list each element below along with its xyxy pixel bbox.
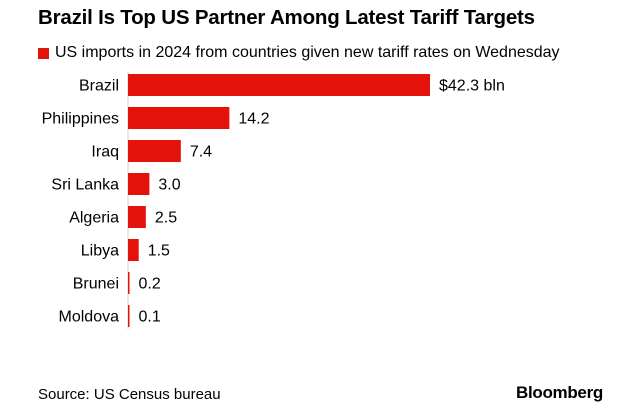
value-label-libya: 1.5 [148, 243, 170, 260]
legend-label: US imports in 2024 from countries given … [55, 44, 560, 61]
value-label-algeria: 2.5 [155, 210, 177, 227]
legend-swatch [38, 47, 49, 59]
bar-sri-lanka [128, 173, 150, 195]
bar-libya [128, 239, 139, 261]
chart-title: Brazil Is Top US Partner Among Latest Ta… [38, 6, 535, 29]
bar-algeria [128, 206, 146, 228]
category-label-moldova: Moldova [59, 309, 120, 326]
bar-brunei [128, 272, 130, 294]
category-label-philippines: Philippines [42, 111, 119, 128]
category-label-libya: Libya [81, 243, 119, 260]
bar-brazil [128, 74, 430, 96]
value-label-iraq: 7.4 [190, 144, 212, 161]
value-label-moldova: 0.1 [139, 309, 161, 326]
source-note: Source: US Census bureau [38, 386, 221, 403]
category-label-algeria: Algeria [69, 210, 119, 227]
value-label-brazil: $42.3 bln [439, 78, 505, 95]
category-label-brunei: Brunei [73, 276, 119, 293]
bar-iraq [128, 140, 181, 162]
category-label-iraq: Iraq [91, 144, 119, 161]
bar-philippines [128, 107, 230, 129]
bar-chart: Brazil $42.3 bln Philippines 14.2 Iraq 7.4 Sri… [42, 72, 505, 329]
value-label-philippines: 14.2 [238, 111, 269, 128]
category-label-sri-lanka: Sri Lanka [51, 177, 119, 194]
bar-moldova [128, 305, 130, 327]
category-label-brazil: Brazil [79, 78, 119, 95]
value-label-brunei: 0.2 [139, 276, 161, 293]
value-label-sri-lanka: 3.0 [158, 177, 180, 194]
bloomberg-logo: Bloomberg [515, 383, 603, 402]
chart-legend: US imports in 2024 from countries given … [38, 43, 560, 63]
